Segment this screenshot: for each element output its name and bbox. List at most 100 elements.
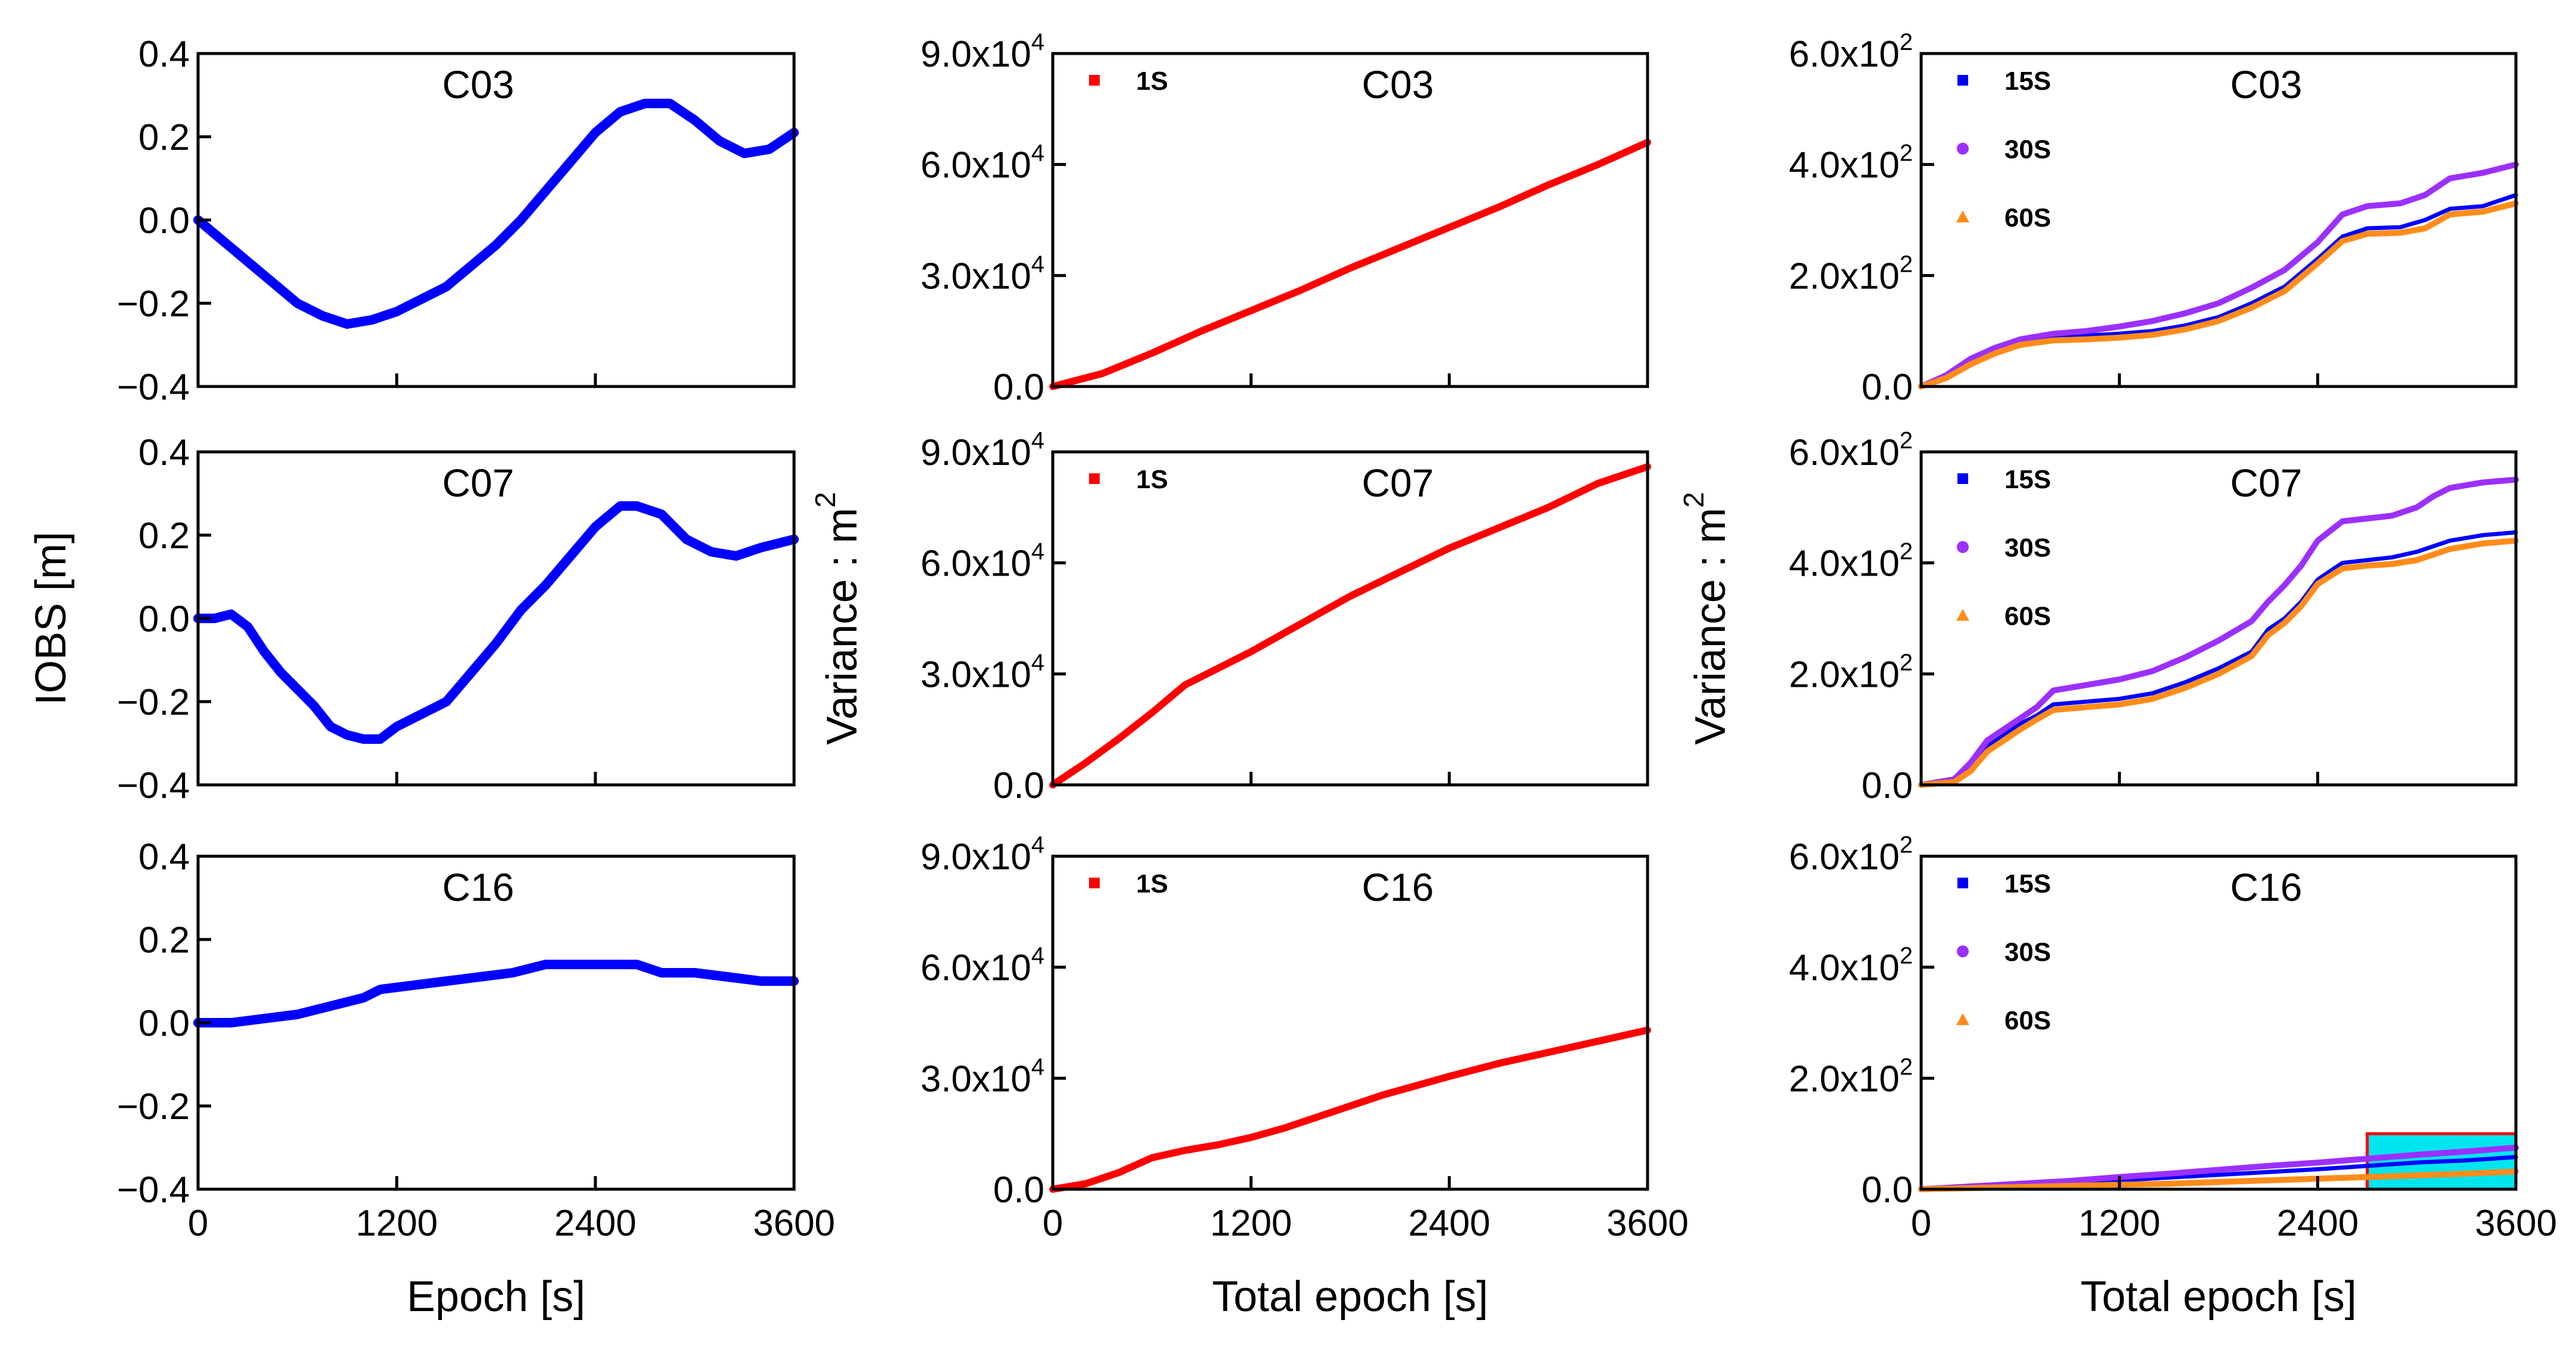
x-tick-label: 0: [188, 1203, 208, 1244]
y-axis-label: Variance : m2: [810, 492, 866, 745]
legend-marker: [1089, 878, 1100, 888]
y-tick-label: −0.2: [117, 682, 190, 723]
series-line-2: [1918, 200, 2519, 389]
legend-label: 15S: [2004, 869, 2051, 898]
panel-title: C07: [2230, 461, 2302, 505]
series-line-0: [1919, 530, 2518, 787]
legend-label: 1S: [1136, 869, 1168, 898]
series-line-1: [1918, 476, 2519, 788]
legend-label: 30S: [2004, 135, 2051, 164]
y-tick-label: 0.2: [139, 516, 190, 557]
legend-marker: [1957, 541, 1969, 553]
legend-label: 60S: [2004, 602, 2051, 631]
legend-marker: [1089, 75, 1100, 86]
legend-marker: [1957, 143, 1969, 155]
y-tick-label: 3.0x104: [921, 251, 1044, 297]
y-tick-label: 4.0x102: [1789, 539, 1913, 584]
legend-label: 15S: [2004, 465, 2051, 494]
series-line-0: [1049, 139, 1651, 390]
legend-marker: [1957, 75, 1968, 86]
legend-marker: [1089, 473, 1100, 484]
axes-frame: [1051, 450, 1649, 787]
panel-1-1: 9.0x104 6.0x104 3.0x104 0.0 C07 1S Variance : …: [810, 428, 1651, 806]
y-tick-label: 0.4: [139, 432, 190, 473]
legend-label: 60S: [2004, 203, 2051, 232]
y-tick-label: 0.4: [139, 34, 190, 75]
legend-label: 60S: [2004, 1006, 2051, 1035]
x-axis-label: Total epoch [s]: [2081, 1273, 2357, 1321]
series-line-2: [1918, 1168, 2519, 1192]
axes-frame: [1919, 854, 2518, 1191]
x-tick-label: 3600: [1607, 1203, 1689, 1244]
panel-2-2: 6.0x102 4.0x102 2.0x102 0.00 1200 2400 3600 C16…: [1789, 832, 2557, 1321]
x-tick-label: 1200: [2078, 1203, 2160, 1244]
y-tick-label: 6.0x102: [1789, 428, 1913, 473]
y-tick-label: 0.0: [993, 367, 1044, 408]
x-tick-label: 2400: [554, 1203, 636, 1244]
y-tick-label: 9.0x104: [921, 832, 1044, 878]
x-axis-label: Epoch [s]: [407, 1273, 585, 1321]
series-line-0: [193, 99, 799, 329]
y-tick-label: 6.0x102: [1789, 29, 1913, 75]
panel-0-1: 0.4 0.2 0.0 −0.2 −0.4 C07 IOBS [m]: [27, 432, 799, 806]
y-tick-label: 0.0: [993, 1170, 1044, 1211]
y-tick-label: 0.0: [1862, 367, 1913, 408]
legend-marker: [1956, 210, 1969, 222]
y-tick-label: −0.4: [117, 367, 190, 408]
y-tick-label: −0.4: [117, 1170, 190, 1211]
x-axis-label: Total epoch [s]: [1212, 1273, 1488, 1321]
legend-marker: [1956, 609, 1969, 621]
panel-title: C03: [1361, 62, 1433, 106]
x-tick-label: 1200: [356, 1203, 438, 1244]
panel-1-0: 9.0x104 6.0x104 3.0x104 0.0 C03 1S: [921, 29, 1651, 408]
axes-frame: [1919, 450, 2518, 787]
y-tick-label: 0.4: [139, 837, 190, 878]
y-tick-label: 0.2: [139, 117, 190, 158]
axes-frame: [1051, 854, 1649, 1191]
panel-0-2: 0.4 0.2 0.0 −0.2 −0.40 1200 2400 3600 C16 Epoch […: [117, 837, 835, 1321]
x-tick-label: 3600: [2475, 1203, 2557, 1244]
y-tick-label: 2.0x102: [1789, 649, 1913, 695]
legend-marker: [1956, 1013, 1969, 1025]
y-tick-label: 9.0x104: [921, 428, 1044, 473]
panel-title: C03: [2230, 62, 2302, 106]
y-tick-label: 0.0: [139, 599, 190, 640]
series-line-0: [1049, 463, 1651, 788]
y-axis-label: Variance : m2: [1678, 492, 1734, 745]
panel-title: C16: [2230, 865, 2302, 909]
y-tick-label: 9.0x104: [921, 29, 1044, 75]
panel-title: C16: [442, 865, 514, 909]
legend-label: 15S: [2004, 67, 2051, 96]
panel-2-0: 6.0x102 4.0x102 2.0x102 0.0 C03 15S 30S 60S: [1789, 29, 2519, 408]
panel-0-0: 0.4 0.2 0.0 −0.2 −0.4 C03: [117, 34, 799, 408]
y-tick-label: 6.0x104: [921, 539, 1044, 584]
y-tick-label: 0.0: [993, 765, 1044, 806]
panel-title: C03: [442, 62, 514, 106]
y-tick-label: 0.0: [139, 200, 190, 241]
legend-marker: [1957, 473, 1968, 484]
y-tick-label: −0.2: [117, 284, 190, 325]
y-tick-label: 0.2: [139, 920, 190, 961]
y-axis-label: IOBS [m]: [27, 532, 75, 705]
series-line-1: [1918, 161, 2519, 389]
y-tick-label: 4.0x102: [1789, 943, 1913, 989]
series-line-0: [193, 501, 799, 744]
legend-label: 30S: [2004, 938, 2051, 967]
legend-marker: [1957, 945, 1969, 957]
panels: 0.4 0.2 0.0 −0.2 −0.4 C03 0.4 0.2 0.0 −0.2 −0.4 C07…: [27, 29, 2557, 1321]
x-tick-label: 0: [1043, 1203, 1063, 1244]
panel-title: C07: [1361, 461, 1433, 505]
y-tick-label: 2.0x102: [1789, 251, 1913, 297]
y-tick-label: 0.0: [1862, 1170, 1913, 1211]
panel-title: C16: [1361, 865, 1433, 909]
x-tick-label: 3600: [753, 1203, 835, 1244]
x-tick-label: 2400: [1408, 1203, 1491, 1244]
legend-label: 1S: [1136, 465, 1168, 494]
y-tick-label: 0.0: [139, 1003, 190, 1044]
panel-1-2: 9.0x104 6.0x104 3.0x104 0.00 1200 2400 3600 C16…: [921, 832, 1689, 1321]
y-tick-label: −0.2: [117, 1086, 190, 1127]
y-tick-label: 3.0x104: [921, 649, 1044, 695]
y-tick-label: 6.0x104: [921, 140, 1044, 186]
panel-2-1: 6.0x102 4.0x102 2.0x102 0.0 C07 15S 30S 60S Vari…: [1678, 428, 2519, 806]
